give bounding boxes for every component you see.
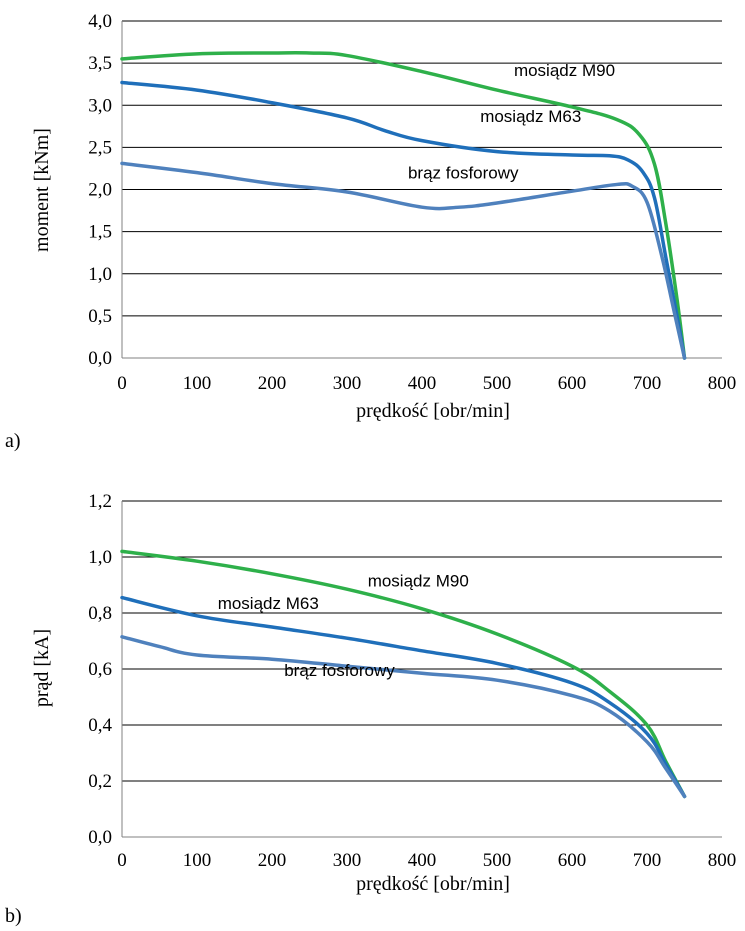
- y-tick-label: 0,2: [88, 771, 112, 792]
- y-tick-label: 0,6: [88, 659, 112, 680]
- y-tick-label: 2,5: [88, 137, 112, 158]
- y-tick-label: 0,8: [88, 603, 112, 624]
- series-group: [120, 549, 687, 799]
- y-tick-label: 0,0: [88, 348, 112, 369]
- panel-label: a): [5, 430, 21, 452]
- x-tick-label: 700: [633, 850, 662, 871]
- series-line: [120, 51, 687, 360]
- x-tick-labels: 0 100 200 300 400 500 600 700 800: [117, 373, 736, 394]
- x-axis-title: prędkość [obr/min]: [356, 400, 510, 422]
- series-label: mosiądz M90: [514, 61, 615, 80]
- x-tick-label: 400: [408, 850, 437, 871]
- chart-panel-b: 0,0 0,2 0,4 0,6 0,8 1,0 1,2 0 100 200 300 400 500 60…: [5, 491, 736, 927]
- y-tick-label: 0,4: [88, 715, 112, 736]
- x-tick-label: 500: [483, 850, 512, 871]
- series-line: [120, 635, 687, 799]
- x-tick-labels: 0 100 200 300 400 500 600 700 800: [117, 850, 736, 871]
- x-tick-label: 300: [333, 850, 362, 871]
- series-annotations: mosiądz M90 mosiądz M63 brąz fosforowy: [218, 571, 469, 680]
- gridlines: [121, 500, 722, 838]
- x-tick-label: 200: [258, 850, 287, 871]
- x-tick-label: 600: [558, 373, 587, 394]
- gridlines: [121, 20, 722, 359]
- y-tick-label: 1,5: [88, 222, 112, 243]
- y-tick-label: 0,0: [88, 827, 112, 848]
- x-tick-label: 500: [483, 373, 512, 394]
- x-tick-label: 200: [258, 373, 287, 394]
- y-tick-label: 1,0: [88, 547, 112, 568]
- x-tick-label: 600: [558, 850, 587, 871]
- y-tick-label: 3,0: [88, 95, 112, 116]
- panel-label: b): [5, 905, 22, 927]
- series-line: [120, 549, 687, 799]
- x-tick-label: 700: [633, 373, 662, 394]
- x-tick-label: 100: [183, 850, 212, 871]
- x-tick-label: 800: [708, 850, 737, 871]
- series-label: mosiądz M63: [218, 594, 319, 613]
- series-line: [120, 161, 687, 360]
- y-tick-label: 2,0: [88, 180, 112, 201]
- x-axis-title: prędkość [obr/min]: [356, 873, 510, 895]
- series-label: mosiądz M63: [480, 107, 581, 126]
- series-label: brąz fosforowy: [284, 661, 395, 680]
- x-tick-label: 0: [117, 373, 127, 394]
- y-tick-label: 1,0: [88, 264, 112, 285]
- y-tick-label: 1,2: [88, 491, 112, 512]
- series-line: [120, 595, 687, 799]
- y-axis-title: prąd [kA]: [31, 629, 53, 707]
- y-tick-labels: 0,0 0,5 1,0 1,5 2,0 2,5 3,0 3,5 4,0: [88, 11, 112, 369]
- y-axis-title: moment [kNm]: [31, 128, 53, 252]
- x-tick-label: 100: [183, 373, 212, 394]
- x-tick-label: 400: [408, 373, 437, 394]
- series-label: brąz fosforowy: [408, 164, 519, 183]
- x-tick-label: 300: [333, 373, 362, 394]
- y-tick-label: 3,5: [88, 53, 112, 74]
- y-tick-label: 0,5: [88, 306, 112, 327]
- x-tick-label: 800: [708, 373, 737, 394]
- series-label: mosiądz M90: [368, 571, 469, 590]
- chart-panel-a: 0,0 0,5 1,0 1,5 2,0 2,5 3,0 3,5 4,0 0 100 200 300 40…: [5, 11, 736, 452]
- x-tick-label: 0: [117, 850, 127, 871]
- series-annotations: mosiądz M90 mosiądz M63 brąz fosforowy: [408, 61, 615, 183]
- y-tick-label: 4,0: [88, 11, 112, 32]
- y-tick-labels: 0,0 0,2 0,4 0,6 0,8 1,0 1,2: [88, 491, 112, 848]
- series-line: [120, 80, 687, 360]
- series-group: [120, 51, 687, 360]
